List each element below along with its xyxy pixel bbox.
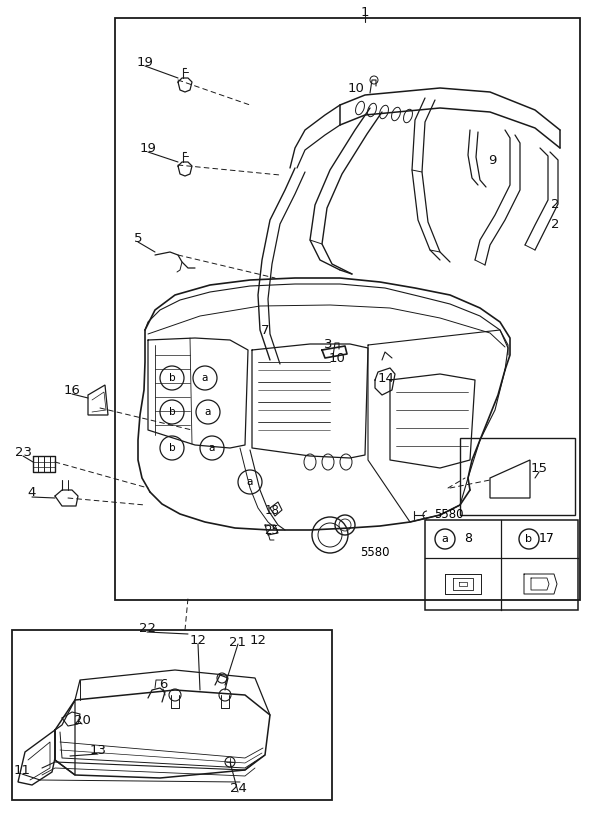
Bar	[12, 630, 332, 800]
Text: 25: 25	[265, 523, 279, 536]
Text: 7: 7	[260, 324, 269, 337]
Text: 1: 1	[361, 6, 369, 19]
Text: 17: 17	[539, 532, 555, 545]
Text: a: a	[202, 373, 208, 383]
Text: a: a	[209, 443, 215, 453]
Text: b: b	[526, 534, 532, 544]
Bar	[425, 520, 578, 610]
Text: 10: 10	[348, 82, 365, 94]
Text: 21: 21	[230, 636, 246, 649]
Text: 19: 19	[140, 142, 156, 155]
Text: 11: 11	[14, 763, 31, 776]
Text: 10: 10	[329, 351, 346, 364]
Text: 5580: 5580	[361, 545, 390, 559]
Bar	[460, 438, 575, 515]
Text: 13: 13	[89, 744, 107, 757]
Text: 15: 15	[530, 461, 548, 474]
Text: 22: 22	[139, 622, 156, 635]
Text: 9: 9	[488, 153, 496, 166]
Text: b: b	[169, 373, 175, 383]
Text: 4: 4	[28, 486, 36, 499]
Text: 3: 3	[324, 338, 332, 351]
Text: 6: 6	[159, 678, 167, 691]
Text: 16: 16	[63, 383, 81, 396]
Text: 14: 14	[378, 372, 394, 384]
Text: 24: 24	[230, 781, 246, 794]
Text: a: a	[247, 477, 253, 487]
Text: 2: 2	[551, 219, 559, 232]
Text: 19: 19	[137, 56, 153, 69]
Text: a: a	[205, 407, 211, 417]
Text: 5: 5	[134, 232, 142, 245]
Bar	[115, 18, 580, 600]
Text: 23: 23	[14, 446, 31, 459]
Text: 12: 12	[189, 634, 207, 646]
Text: b: b	[169, 443, 175, 453]
Text: 20: 20	[73, 713, 91, 726]
Text: 12: 12	[249, 634, 266, 646]
Text: 8: 8	[464, 532, 472, 545]
Text: 18: 18	[265, 504, 279, 517]
Text: 2: 2	[551, 198, 559, 211]
Text: 5580: 5580	[434, 509, 464, 522]
Text: b: b	[169, 407, 175, 417]
Text: a: a	[442, 534, 448, 544]
